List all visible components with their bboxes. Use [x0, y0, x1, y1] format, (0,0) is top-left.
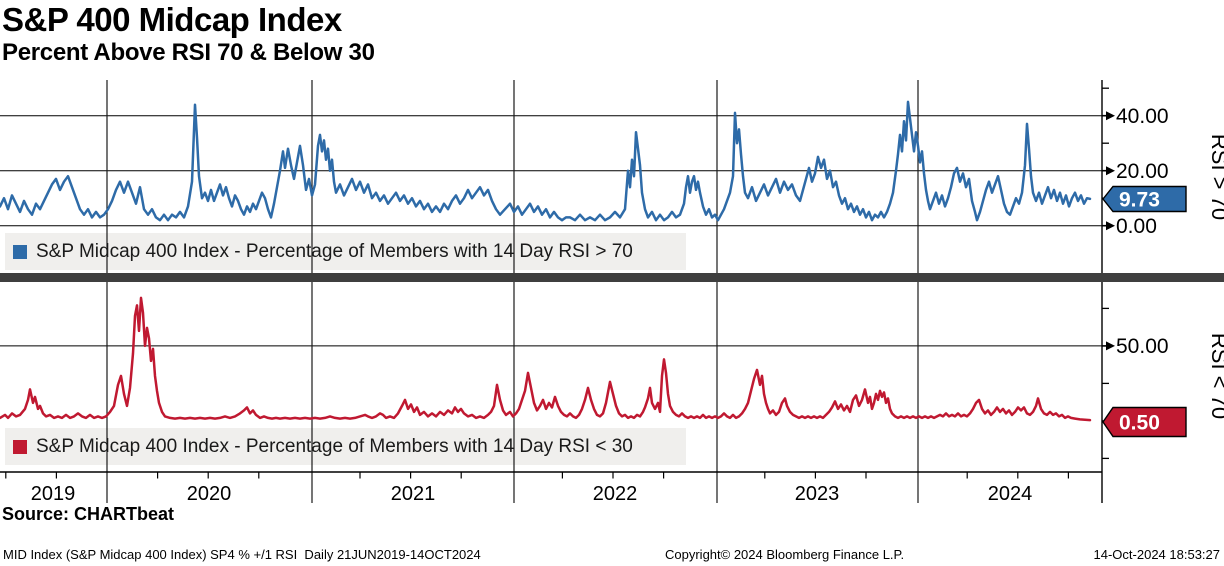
- title-block: S&P 400 Midcap Index Percent Above RSI 7…: [2, 1, 375, 67]
- year-label-2023: 2023: [795, 483, 840, 505]
- legend-label-above: S&P Midcap 400 Index - Percentage of Mem…: [36, 240, 633, 262]
- side-label-rsi-above-70: RSI > 70: [1207, 134, 1224, 220]
- chart-subtitle: Percent Above RSI 70 & Below 30: [2, 39, 375, 67]
- legend-label-below: S&P Midcap 400 Index - Percentage of Mem…: [36, 435, 633, 457]
- year-label-2024: 2024: [988, 483, 1033, 505]
- ytick-label-0: 0.00: [1116, 215, 1157, 238]
- page-title: S&P 400 Midcap Index: [2, 1, 342, 38]
- legend-swatch-blue: [13, 244, 27, 259]
- last-value-badge-above: 9.73: [1102, 185, 1187, 213]
- footer-timestamp: 14-Oct-2024 18:53:27: [1093, 547, 1220, 562]
- year-label-2022: 2022: [593, 483, 638, 505]
- last-value-badge-below: 0.50: [1102, 406, 1187, 438]
- footer-row: MID Index (S&P Midcap 400 Index) SP4 % +…: [0, 547, 1224, 565]
- source-label: Source: CHARTbeat: [2, 504, 175, 524]
- year-label-2020: 2020: [187, 483, 232, 505]
- footer-copyright: Copyright© 2024 Bloomberg Finance L.P.: [665, 547, 905, 562]
- panel-separator-bar: [0, 273, 1224, 282]
- ytick-label-20: 20.00: [1116, 160, 1169, 183]
- rsi-above-70-series-line: [0, 100, 1092, 222]
- rsi-below-30-series-line: [0, 296, 1092, 422]
- year-label-2021: 2021: [391, 483, 436, 505]
- legend-rsi-above-70: S&P Midcap 400 Index - Percentage of Mem…: [5, 233, 686, 270]
- year-label-2019: 2019: [31, 483, 76, 505]
- side-label-rsi-below-70: RSI < 70: [1207, 333, 1224, 419]
- legend-swatch-red: [13, 439, 27, 454]
- badge-value-above: 9.73: [1119, 189, 1160, 212]
- legend-rsi-below-30: S&P Midcap 400 Index - Percentage of Mem…: [5, 428, 686, 465]
- ytick-label-50: 50.00: [1116, 335, 1169, 358]
- ytick-label-40: 40.00: [1116, 105, 1169, 128]
- footer-security-info: MID Index (S&P Midcap 400 Index) SP4 % +…: [3, 547, 481, 562]
- badge-value-below: 0.50: [1119, 412, 1160, 435]
